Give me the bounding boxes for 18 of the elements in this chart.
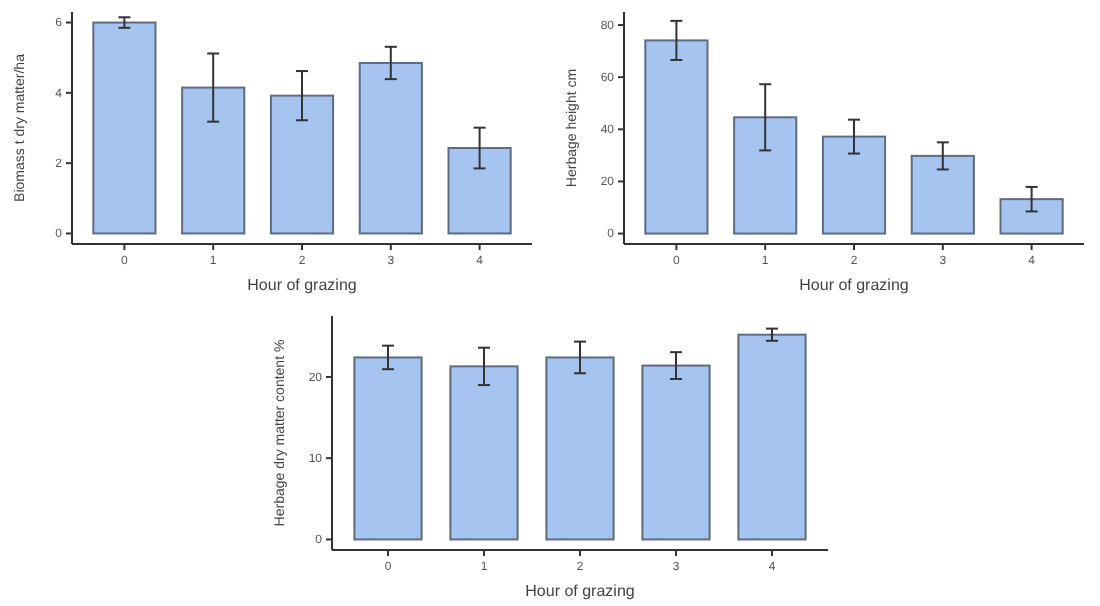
- bar: [733, 116, 798, 235]
- bar: [353, 356, 423, 541]
- bar: [641, 364, 711, 541]
- bar: [644, 39, 709, 235]
- x-axis-title: Hour of grazing: [247, 276, 357, 294]
- bar: [545, 356, 615, 541]
- x-axis-title: Hour of grazing: [799, 276, 909, 294]
- bar: [910, 154, 975, 235]
- bar: [449, 365, 519, 541]
- bar: [92, 21, 157, 235]
- bar: [999, 198, 1064, 235]
- bar: [358, 61, 423, 235]
- bar: [447, 147, 512, 235]
- bar: [821, 135, 887, 235]
- bar: [181, 86, 246, 235]
- bar: [737, 333, 807, 541]
- bar: [269, 94, 335, 235]
- x-axis-title: Hour of grazing: [525, 582, 635, 600]
